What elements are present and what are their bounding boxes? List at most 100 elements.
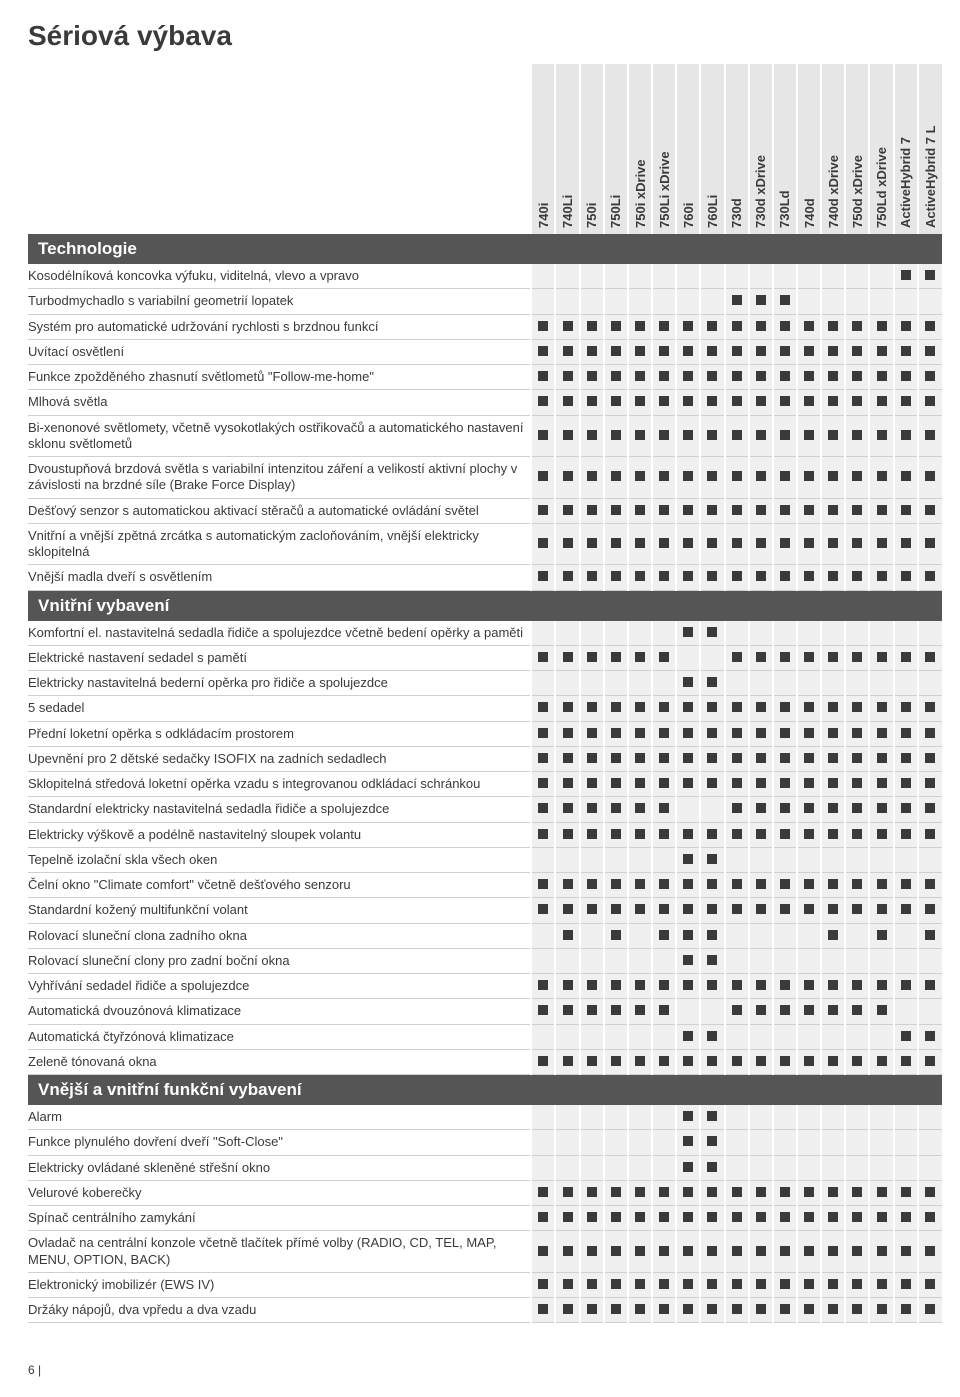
standard-equipment-icon (732, 803, 742, 813)
equipment-cell (700, 621, 724, 646)
standard-equipment-icon (901, 346, 911, 356)
equipment-cell (894, 523, 918, 565)
standard-equipment-icon (756, 471, 766, 481)
standard-equipment-icon (683, 627, 693, 637)
standard-equipment-icon (925, 1187, 935, 1197)
standard-equipment-icon (780, 430, 790, 440)
standard-equipment-icon (707, 955, 717, 965)
standard-equipment-icon (780, 505, 790, 515)
equipment-cell (700, 457, 724, 499)
standard-equipment-icon (804, 1187, 814, 1197)
section-title: Vnější a vnitřní funkční vybavení (28, 1075, 942, 1106)
standard-equipment-icon (635, 753, 645, 763)
equipment-cell (918, 847, 942, 872)
equipment-cell (797, 873, 821, 898)
equipment-cell (894, 873, 918, 898)
equipment-cell (845, 289, 869, 314)
equipment-cell (604, 339, 628, 364)
model-column-header: ActiveHybrid 7 L (918, 64, 942, 234)
equipment-cell (869, 523, 893, 565)
standard-equipment-icon (804, 505, 814, 515)
standard-equipment-icon (828, 652, 838, 662)
equipment-cell (676, 415, 700, 457)
equipment-cell (555, 621, 579, 646)
standard-equipment-icon (780, 295, 790, 305)
equipment-cell (676, 523, 700, 565)
equipment-cell (797, 415, 821, 457)
standard-equipment-icon (659, 1005, 669, 1015)
table-row: Kosodélníková koncovka výfuku, viditelná… (28, 264, 942, 289)
equipment-cell (773, 1024, 797, 1049)
standard-equipment-icon (587, 728, 597, 738)
equipment-cell (869, 1180, 893, 1205)
equipment-cell (676, 721, 700, 746)
standard-equipment-icon (756, 1005, 766, 1015)
equipment-cell (797, 772, 821, 797)
standard-equipment-icon (659, 1212, 669, 1222)
equipment-cell (555, 1206, 579, 1231)
standard-equipment-icon (683, 396, 693, 406)
model-column-header: 750Ld xDrive (869, 64, 893, 234)
standard-equipment-icon (756, 728, 766, 738)
model-column-header: 740d xDrive (821, 64, 845, 234)
equipment-cell (773, 822, 797, 847)
standard-equipment-icon (683, 702, 693, 712)
equipment-cell (845, 797, 869, 822)
equipment-cell (749, 1105, 773, 1130)
table-row: Standardní kožený multifunkční volant (28, 898, 942, 923)
standard-equipment-icon (635, 1246, 645, 1256)
equipment-cell (918, 1024, 942, 1049)
standard-equipment-icon (780, 1246, 790, 1256)
standard-equipment-icon (901, 904, 911, 914)
standard-equipment-icon (901, 702, 911, 712)
equipment-cell (821, 898, 845, 923)
equipment-cell (821, 621, 845, 646)
equipment-cell (555, 1155, 579, 1180)
standard-equipment-icon (732, 1279, 742, 1289)
equipment-cell (845, 1231, 869, 1273)
standard-equipment-icon (707, 430, 717, 440)
equipment-cell (676, 565, 700, 590)
standard-equipment-icon (683, 778, 693, 788)
equipment-cell (652, 565, 676, 590)
equipment-cell (604, 390, 628, 415)
equipment-cell (797, 523, 821, 565)
standard-equipment-icon (563, 538, 573, 548)
standard-equipment-icon (611, 571, 621, 581)
equipment-cell (604, 1298, 628, 1323)
equipment-cell (894, 339, 918, 364)
equipment-cell (918, 339, 942, 364)
standard-equipment-icon (707, 1246, 717, 1256)
equipment-cell (869, 721, 893, 746)
equipment-cell (918, 457, 942, 499)
standard-equipment-icon (925, 1031, 935, 1041)
standard-equipment-icon (635, 652, 645, 662)
standard-equipment-icon (587, 904, 597, 914)
equipment-cell (749, 645, 773, 670)
equipment-cell (604, 1206, 628, 1231)
standard-equipment-icon (877, 904, 887, 914)
equipment-cell (918, 498, 942, 523)
standard-equipment-icon (587, 803, 597, 813)
equipment-cell (845, 822, 869, 847)
feature-label: Mlhová světla (28, 390, 531, 415)
equipment-cell (628, 621, 652, 646)
standard-equipment-icon (611, 930, 621, 940)
standard-equipment-icon (877, 571, 887, 581)
standard-equipment-icon (732, 396, 742, 406)
standard-equipment-icon (901, 652, 911, 662)
equipment-cell (604, 621, 628, 646)
equipment-cell (652, 1206, 676, 1231)
equipment-cell (531, 721, 555, 746)
equipment-cell (700, 365, 724, 390)
equipment-cell (700, 847, 724, 872)
standard-equipment-icon (756, 396, 766, 406)
equipment-cell (531, 822, 555, 847)
standard-equipment-icon (756, 321, 766, 331)
equipment-cell (531, 1049, 555, 1074)
standard-equipment-icon (925, 879, 935, 889)
equipment-cell (749, 365, 773, 390)
feature-label: Spínač centrálního zamykání (28, 1206, 531, 1231)
equipment-cell (869, 621, 893, 646)
equipment-cell (555, 314, 579, 339)
